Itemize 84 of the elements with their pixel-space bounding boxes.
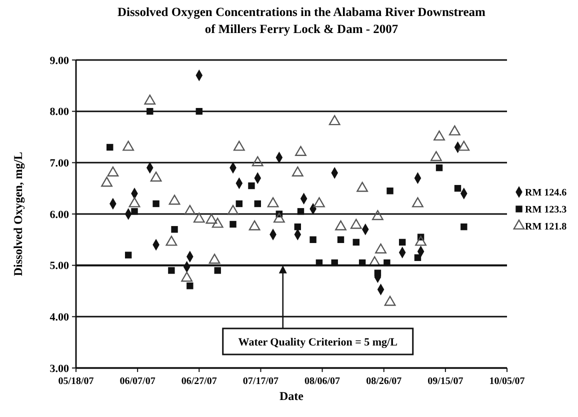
point [384,296,396,306]
point [150,172,162,182]
point [414,254,422,261]
x-tick-label: 05/18/07 [58,376,94,387]
point [230,220,236,228]
x-tick-label: 07/17/07 [242,376,278,387]
point [193,212,205,223]
point [186,282,194,290]
point [152,200,160,208]
y-tick-label: 8.00 [50,106,70,118]
point [206,214,218,224]
x-tick-label: 06/07/07 [120,376,156,387]
y-tick-label: 4.00 [50,312,70,324]
point [292,166,304,176]
point [248,220,260,230]
point [122,140,134,151]
y-tick-label: 5.00 [50,260,70,272]
x-tick-label: 10/05/07 [489,376,525,387]
point [374,270,382,276]
point [181,272,193,282]
point [208,254,220,264]
point [144,94,156,105]
y-tick-label: 3.00 [50,362,70,375]
point [273,212,285,223]
y-tick-label: 9.00 [50,54,70,67]
x-tick-label: 06/27/07 [181,376,217,387]
point [458,140,470,151]
x-tick-label: 09/15/07 [428,376,464,387]
y-tick-label: 6.00 [50,208,70,221]
point [337,236,344,244]
point [460,223,468,230]
point [212,218,224,228]
y-tick-label: 7.00 [50,158,70,170]
y-axis-title: Dissolved Oxygen, mg/L [11,152,25,276]
point [454,184,462,192]
point [124,252,132,258]
point [146,108,154,115]
legend-label: RM 123.3 [525,204,567,216]
ref-line-label: Water Quality Criterion = 5 mg/L [238,336,398,348]
point [168,267,175,274]
point [352,238,360,246]
point [233,140,245,151]
point [398,238,406,246]
point [434,130,445,141]
point [168,194,180,205]
point [267,197,279,208]
point [254,200,261,208]
point [314,197,325,208]
point [248,182,255,190]
point [356,182,368,192]
point [107,166,119,176]
point [196,108,202,115]
point [415,236,426,246]
point [328,115,340,126]
point [184,204,196,215]
chart-title: Dissolved Oxygen Concentrations in the Alabama River Downstream of Millers Ferry Lock & Dam - 2007 [118,5,486,36]
legend-label: RM 121.8 [525,222,567,232]
point [128,197,140,208]
point [101,176,112,187]
point [214,267,221,274]
point [227,204,239,215]
point [310,236,316,244]
point [166,236,178,246]
x-tick-label: 08/26/07 [366,376,402,387]
point [448,125,460,136]
point [386,188,394,194]
point [294,223,302,230]
point [171,226,178,233]
point [295,146,306,156]
point [236,200,243,208]
point [252,156,264,166]
point [297,208,304,215]
point [430,151,442,162]
point [412,197,424,208]
point [436,164,443,172]
point [350,218,362,229]
point [375,243,386,254]
point [372,210,384,220]
x-tick-label: 08/06/07 [304,376,340,387]
point [106,144,114,151]
point [335,220,346,230]
point [131,208,138,215]
x-axis-title: Date [280,389,304,403]
legend-label: RM 124.6 [525,188,567,198]
